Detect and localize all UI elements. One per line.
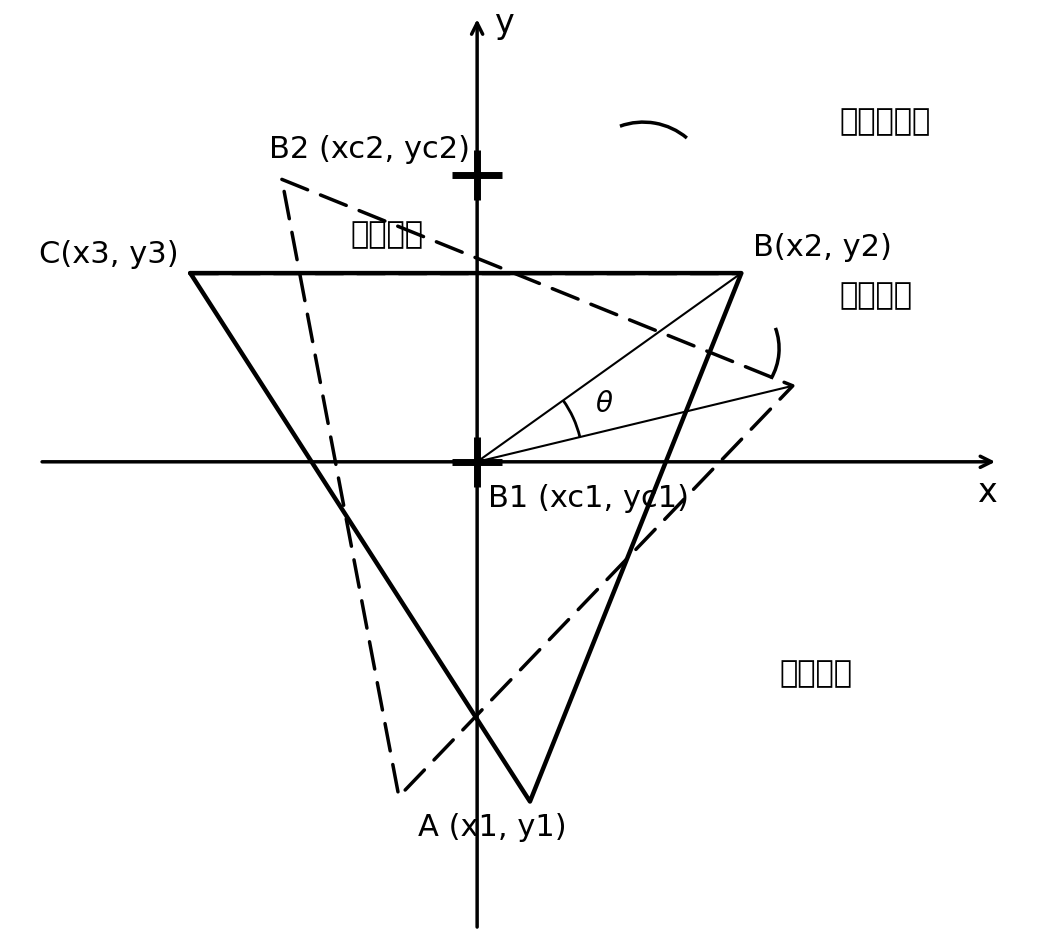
Text: C(x3, y3): C(x3, y3) xyxy=(40,240,179,269)
Text: B1 (xc1, yc1): B1 (xc1, yc1) xyxy=(489,485,690,514)
Text: x: x xyxy=(977,475,996,508)
Text: B2 (xc2, yc2): B2 (xc2, yc2) xyxy=(268,134,470,163)
Text: 主信标站: 主信标站 xyxy=(779,658,852,687)
Text: 旋转后位置: 旋转后位置 xyxy=(839,107,931,136)
Text: 初始位置: 初始位置 xyxy=(839,281,912,310)
Text: B(x2, y2): B(x2, y2) xyxy=(753,233,891,262)
Text: y: y xyxy=(494,7,514,40)
Text: A (x1, y1): A (x1, y1) xyxy=(418,813,567,842)
Text: 辅信标站: 辅信标站 xyxy=(350,220,423,249)
Text: θ: θ xyxy=(596,389,613,417)
